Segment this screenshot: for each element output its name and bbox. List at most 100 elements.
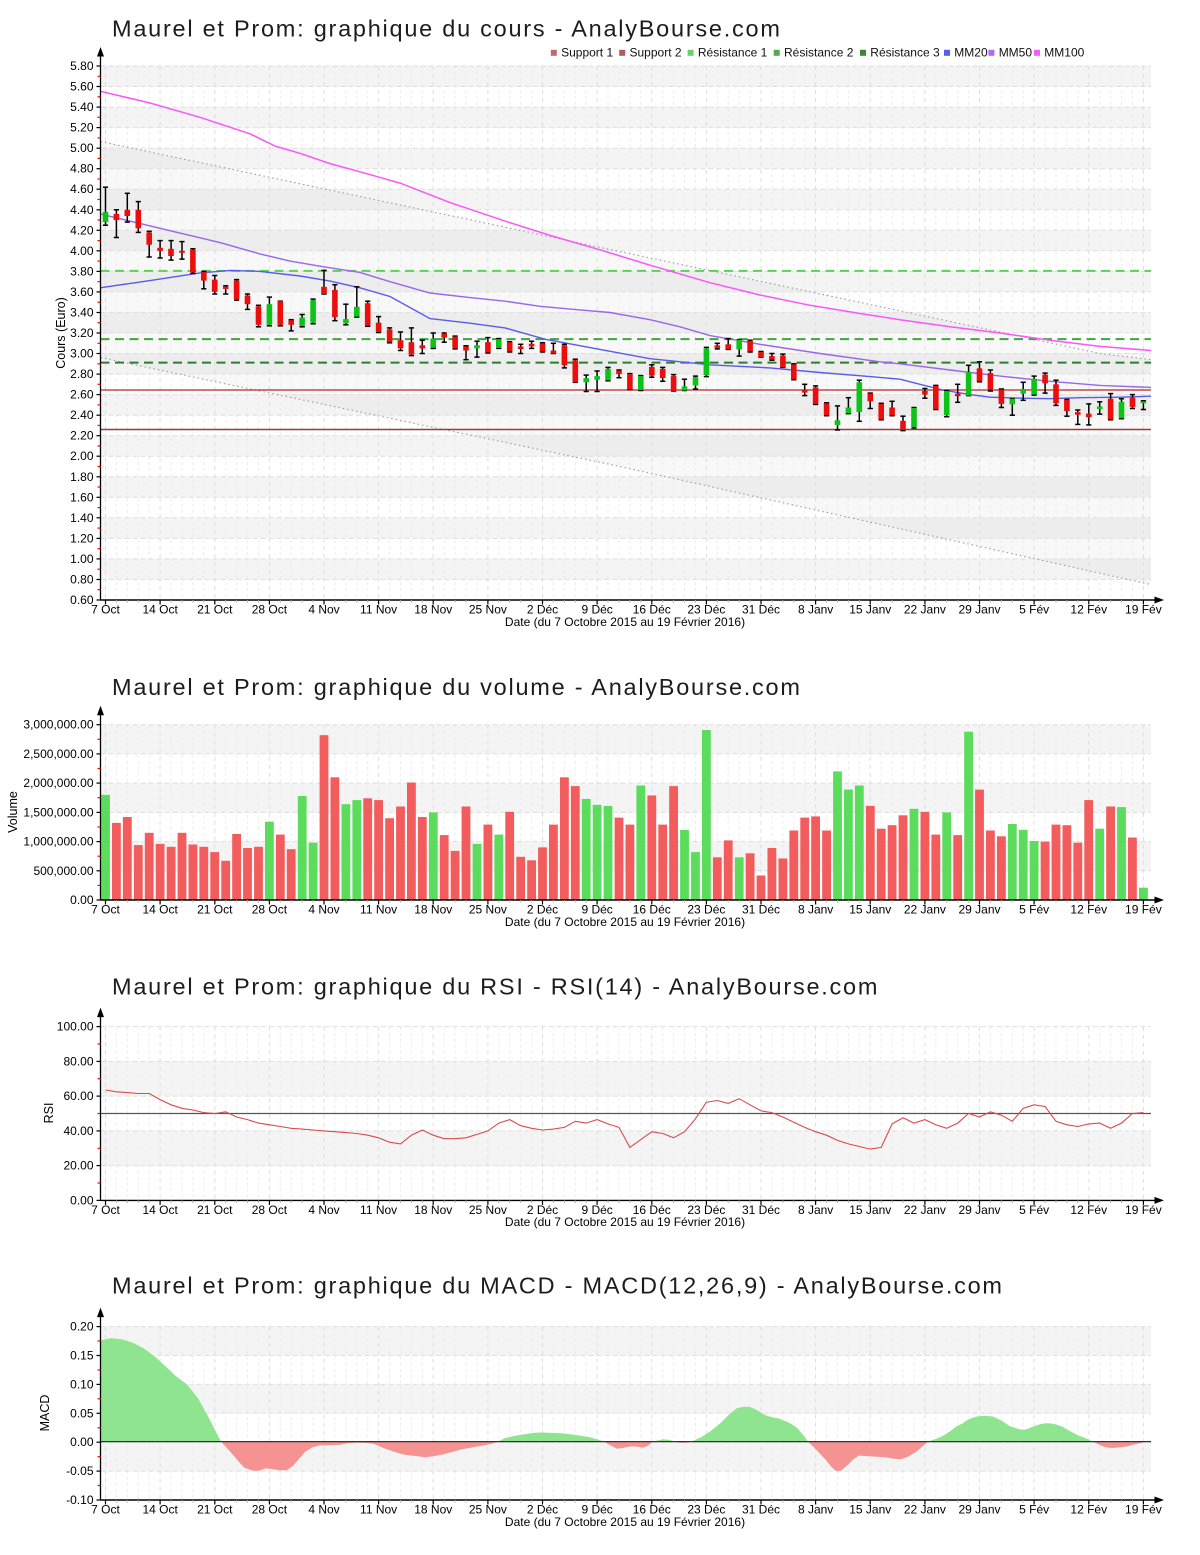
svg-text:5.20: 5.20	[70, 121, 94, 135]
svg-text:22 Janv: 22 Janv	[904, 903, 946, 917]
svg-text:5.40: 5.40	[70, 100, 94, 114]
svg-text:2,000,000.00: 2,000,000.00	[23, 776, 93, 790]
svg-text:14 Oct: 14 Oct	[142, 603, 178, 617]
svg-text:Maurel et Prom: graphique du R: Maurel et Prom: graphique du RSI - RSI(1…	[112, 974, 879, 1000]
svg-text:100.00: 100.00	[57, 1020, 94, 1034]
svg-text:19 Fév: 19 Fév	[1125, 1203, 1162, 1217]
svg-text:7 Oct: 7 Oct	[91, 1503, 120, 1517]
svg-text:5.60: 5.60	[70, 80, 94, 94]
svg-text:31 Déc: 31 Déc	[742, 603, 780, 617]
svg-text:29 Janv: 29 Janv	[958, 603, 1000, 617]
svg-text:11 Nov: 11 Nov	[360, 603, 397, 617]
svg-text:4 Nov: 4 Nov	[308, 1503, 339, 1517]
svg-text:0.80: 0.80	[70, 572, 94, 586]
svg-text:2.60: 2.60	[70, 388, 94, 402]
svg-text:2.40: 2.40	[70, 408, 94, 422]
svg-text:25 Nov: 25 Nov	[469, 603, 507, 617]
svg-text:0.05: 0.05	[70, 1406, 94, 1420]
svg-text:-0.05: -0.05	[66, 1464, 94, 1478]
svg-text:3,000,000.00: 3,000,000.00	[23, 718, 93, 732]
svg-text:3.40: 3.40	[70, 305, 94, 319]
svg-text:15 Janv: 15 Janv	[849, 1203, 891, 1217]
svg-text:5.00: 5.00	[70, 141, 94, 155]
svg-text:0.60: 0.60	[70, 593, 94, 607]
svg-text:28 Oct: 28 Oct	[252, 1203, 288, 1217]
svg-text:15 Janv: 15 Janv	[849, 1503, 891, 1517]
svg-text:80.00: 80.00	[63, 1054, 93, 1068]
svg-text:31 Déc: 31 Déc	[742, 903, 780, 917]
svg-text:1.40: 1.40	[70, 511, 94, 525]
svg-text:23 Déc: 23 Déc	[687, 603, 725, 617]
svg-text:-0.10: -0.10	[66, 1493, 94, 1507]
svg-text:8 Janv: 8 Janv	[798, 1203, 833, 1217]
svg-text:Date (du 7 Octobre 2015 au 19: Date (du 7 Octobre 2015 au 19 Février 20…	[505, 1515, 745, 1529]
svg-text:20.00: 20.00	[63, 1159, 93, 1173]
svg-text:11 Nov: 11 Nov	[360, 1203, 397, 1217]
svg-text:2,500,000.00: 2,500,000.00	[23, 747, 93, 761]
svg-text:9 Déc: 9 Déc	[581, 903, 612, 917]
svg-text:Cours (Euro): Cours (Euro)	[54, 297, 68, 369]
svg-text:MM100: MM100	[1044, 46, 1084, 60]
svg-text:8 Janv: 8 Janv	[798, 1503, 833, 1517]
svg-text:29 Janv: 29 Janv	[958, 1203, 1000, 1217]
svg-text:0.00: 0.00	[70, 1193, 94, 1207]
svg-text:5 Fév: 5 Fév	[1019, 903, 1049, 917]
svg-text:23 Déc: 23 Déc	[687, 903, 725, 917]
svg-text:Date (du 7 Octobre 2015 au 19: Date (du 7 Octobre 2015 au 19 Février 20…	[505, 915, 745, 929]
svg-text:500,000.00: 500,000.00	[33, 864, 93, 878]
svg-text:1.20: 1.20	[70, 531, 94, 545]
svg-text:4 Nov: 4 Nov	[308, 1203, 339, 1217]
svg-text:25 Nov: 25 Nov	[469, 1503, 507, 1517]
svg-text:31 Déc: 31 Déc	[742, 1503, 780, 1517]
svg-text:Support 1: Support 1	[561, 46, 613, 60]
svg-text:Maurel et Prom: graphique du c: Maurel et Prom: graphique du cours - Ana…	[112, 16, 782, 42]
svg-text:16 Déc: 16 Déc	[633, 903, 671, 917]
svg-text:15 Janv: 15 Janv	[849, 903, 891, 917]
svg-text:28 Oct: 28 Oct	[252, 1503, 288, 1517]
svg-text:2.00: 2.00	[70, 449, 94, 463]
svg-text:40.00: 40.00	[63, 1124, 93, 1138]
svg-text:0.00: 0.00	[70, 893, 94, 907]
svg-text:29 Janv: 29 Janv	[958, 903, 1000, 917]
svg-text:0.15: 0.15	[70, 1349, 94, 1363]
svg-text:14 Oct: 14 Oct	[142, 903, 178, 917]
svg-text:12 Fév: 12 Fév	[1070, 1503, 1107, 1517]
svg-text:29 Janv: 29 Janv	[958, 1503, 1000, 1517]
svg-text:Date (du 7 Octobre 2015 au 19: Date (du 7 Octobre 2015 au 19 Février 20…	[505, 1215, 745, 1229]
svg-text:Date (du 7 Octobre 2015 au 19: Date (du 7 Octobre 2015 au 19 Février 20…	[505, 615, 745, 629]
svg-text:60.00: 60.00	[63, 1089, 93, 1103]
svg-text:18 Nov: 18 Nov	[414, 903, 452, 917]
svg-text:2.20: 2.20	[70, 429, 94, 443]
svg-text:18 Nov: 18 Nov	[414, 1503, 452, 1517]
svg-text:3.80: 3.80	[70, 264, 94, 278]
svg-text:1.00: 1.00	[70, 552, 94, 566]
svg-text:0.00: 0.00	[70, 1435, 94, 1449]
svg-text:12 Fév: 12 Fév	[1070, 1203, 1107, 1217]
svg-text:5 Fév: 5 Fév	[1019, 1503, 1049, 1517]
svg-text:12 Fév: 12 Fév	[1070, 903, 1107, 917]
svg-text:1.60: 1.60	[70, 490, 94, 504]
svg-text:21 Oct: 21 Oct	[197, 1503, 233, 1517]
svg-text:5.80: 5.80	[70, 59, 94, 73]
svg-text:5 Fév: 5 Fév	[1019, 1203, 1049, 1217]
svg-text:14 Oct: 14 Oct	[142, 1203, 178, 1217]
svg-text:15 Janv: 15 Janv	[849, 603, 891, 617]
svg-text:2 Déc: 2 Déc	[527, 1503, 558, 1517]
svg-text:16 Déc: 16 Déc	[633, 603, 671, 617]
svg-text:16 Déc: 16 Déc	[633, 1203, 671, 1217]
svg-text:2 Déc: 2 Déc	[527, 1203, 558, 1217]
svg-text:9 Déc: 9 Déc	[581, 1503, 612, 1517]
svg-text:12 Fév: 12 Fév	[1070, 603, 1107, 617]
svg-text:Résistance 3: Résistance 3	[870, 46, 940, 60]
svg-text:7 Oct: 7 Oct	[91, 903, 120, 917]
svg-text:9 Déc: 9 Déc	[581, 1203, 612, 1217]
svg-text:4.40: 4.40	[70, 203, 94, 217]
svg-text:28 Oct: 28 Oct	[252, 903, 288, 917]
svg-text:MM50: MM50	[999, 46, 1033, 60]
svg-text:1.80: 1.80	[70, 470, 94, 484]
svg-text:Maurel et Prom: graphique du M: Maurel et Prom: graphique du MACD - MACD…	[112, 1273, 1004, 1299]
svg-text:7 Oct: 7 Oct	[91, 1203, 120, 1217]
svg-text:Volume: Volume	[6, 791, 20, 833]
svg-text:2 Déc: 2 Déc	[527, 603, 558, 617]
svg-text:18 Nov: 18 Nov	[414, 603, 452, 617]
